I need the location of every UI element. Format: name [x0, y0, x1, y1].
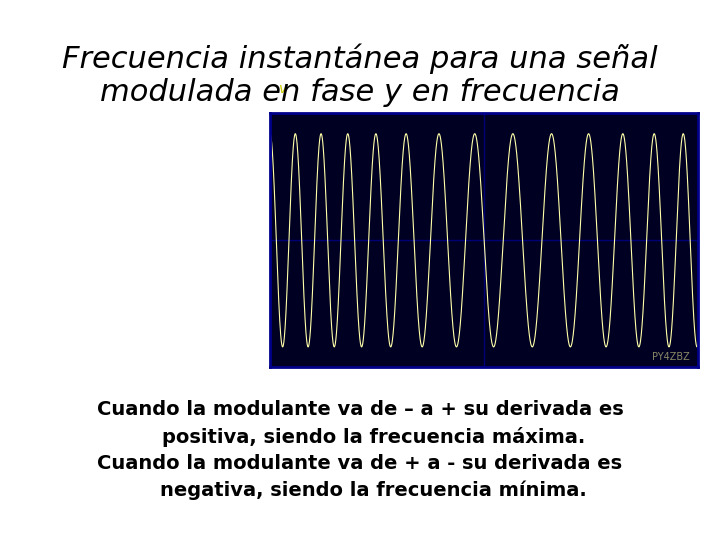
Text: Frecuencia instantánea para una señal: Frecuencia instantánea para una señal [62, 43, 658, 73]
Text: PY4ZBZ: PY4ZBZ [652, 352, 690, 362]
Text: v: v [279, 82, 287, 96]
Text: modulada en fase y en frecuencia: modulada en fase y en frecuencia [100, 78, 620, 107]
Text: Cuando la modulante va de – a + su derivada es
    positiva, siendo la frecuenci: Cuando la modulante va de – a + su deriv… [96, 400, 624, 501]
